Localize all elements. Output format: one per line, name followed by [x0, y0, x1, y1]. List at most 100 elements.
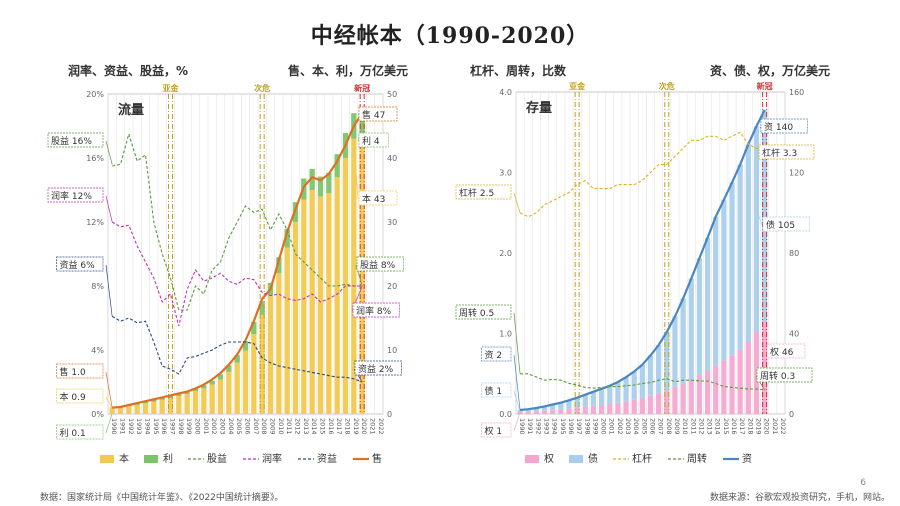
legend-swatch: [525, 455, 539, 463]
page-title: 中经帐本（1990-2020）: [310, 23, 590, 49]
bar-权: [615, 402, 621, 414]
bar-本: [309, 190, 315, 414]
bar-债: [672, 316, 678, 387]
callout-leader: [105, 140, 113, 165]
callout-label: 本 43: [362, 193, 385, 205]
x-tick-label: 2021: [369, 418, 377, 435]
callout-label: 润率 8%: [356, 305, 392, 317]
x-tick-label: 2000: [194, 418, 202, 435]
event-label: 亚金: [569, 81, 586, 91]
bar-本: [259, 314, 265, 414]
series-line-杠杆: [519, 131, 765, 218]
legend-label: 债: [588, 452, 598, 465]
x-tick-label: 2014: [714, 418, 722, 435]
bar-利: [201, 385, 207, 389]
callout-box: [47, 187, 104, 203]
x-tick-label: 2015: [319, 418, 327, 435]
callout-box: [358, 106, 398, 122]
callout-box: [358, 132, 389, 148]
bar-本: [176, 396, 182, 414]
series-line-润率: [111, 221, 363, 327]
x-tick-label: 1991: [119, 418, 127, 435]
x-tick-label: 2008: [665, 418, 673, 435]
bar-债: [590, 391, 597, 406]
bar-债: [615, 382, 621, 403]
callout-box: [762, 216, 810, 232]
bar-债: [574, 397, 580, 408]
x-tick-label: 2005: [640, 418, 648, 435]
bar-本: [326, 193, 332, 414]
bar-本: [234, 362, 240, 414]
callout-leader: [105, 413, 113, 434]
x-tick-label: 2014: [310, 418, 318, 435]
bar-本: [184, 394, 190, 414]
bar-债: [639, 364, 645, 398]
y-left-tick-label: 3.0: [499, 169, 512, 178]
x-tick-label: 1998: [177, 418, 185, 435]
x-tick-label: 1997: [169, 418, 177, 435]
x-tick-label: 2000: [600, 418, 608, 435]
callout-label: 售 47: [362, 109, 385, 121]
callout-leader: [105, 396, 113, 409]
callout-label: 股益 8%: [360, 259, 396, 271]
bar-本: [192, 390, 199, 414]
bar-权: [590, 405, 597, 414]
callout-box: [56, 256, 104, 272]
callout-box: [481, 422, 512, 438]
bar-本: [267, 295, 274, 414]
bar-债: [737, 164, 743, 350]
x-tick-label: 1992: [534, 418, 542, 435]
x-tick-label: 2008: [260, 418, 268, 435]
callout-label: 周转 0.3: [760, 370, 795, 382]
bar-本: [159, 399, 165, 414]
y-right-tick-label: 10: [387, 346, 397, 355]
x-tick-label: 1999: [185, 418, 193, 435]
x-tick-label: 2011: [285, 418, 293, 435]
bar-权: [729, 355, 735, 414]
callout-box: [47, 132, 104, 148]
bar-本: [276, 273, 282, 414]
y-left-tick-label: 20%: [86, 90, 104, 99]
x-tick-label: 2009: [269, 418, 277, 435]
bar-本: [117, 407, 124, 414]
bar-权: [672, 386, 678, 414]
y-left-tick-label: 4%: [91, 346, 104, 355]
bar-本: [284, 247, 290, 414]
bar-利: [309, 168, 315, 190]
callout-label: 资 2: [485, 350, 503, 361]
bar-利: [217, 374, 224, 380]
callout-label: 资益 2%: [358, 363, 394, 375]
bar-本: [109, 408, 115, 414]
bar-利: [276, 257, 282, 274]
legend-label: 润率: [262, 452, 282, 465]
y-right-tick-label: 40: [387, 154, 397, 163]
callout-label: 售 1.0: [60, 366, 86, 378]
bar-权: [721, 360, 727, 414]
bar-本: [151, 401, 157, 414]
bar-利: [284, 229, 290, 248]
x-tick-label: 2015: [722, 418, 730, 435]
legend-label: 本: [119, 452, 129, 465]
x-tick-label: 2001: [608, 418, 616, 435]
callout-leader: [105, 264, 113, 317]
x-tick-label: 1997: [575, 418, 583, 435]
callout-box: [455, 184, 512, 200]
callout-box: [455, 304, 512, 320]
x-tick-label: 2022: [779, 418, 787, 435]
bar-债: [533, 407, 539, 412]
bar-债: [623, 377, 629, 402]
bar-权: [753, 331, 760, 414]
x-tick-label: 1996: [567, 418, 575, 435]
x-tick-label: 2017: [738, 418, 746, 435]
series-line-资: [519, 109, 766, 412]
x-tick-label: 2003: [219, 418, 227, 435]
callout-label: 债 1: [485, 385, 503, 397]
bar-权: [737, 349, 743, 414]
bar-本: [126, 406, 132, 414]
x-tick-label: 2007: [252, 418, 260, 435]
x-tick-label: 1996: [160, 418, 168, 435]
y-right-tick-label: 0: [789, 410, 794, 419]
x-tick-label: 2002: [616, 418, 624, 435]
callout-label: 权 1: [485, 425, 503, 437]
legend-swatch: [569, 455, 583, 463]
